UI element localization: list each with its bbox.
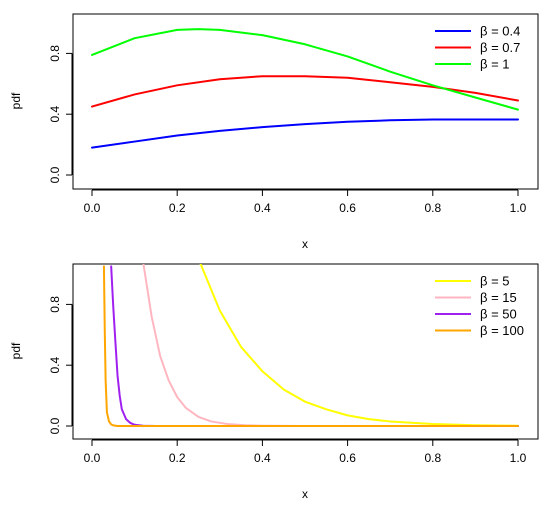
series-line-2 (142, 264, 519, 427)
legend-label: β = 15 (480, 290, 517, 305)
x-tick-label: 0.8 (424, 451, 441, 465)
series-line-1 (91, 118, 519, 149)
y-tick-label: 0.0 (48, 417, 62, 434)
x-tick-label: 0.8 (424, 201, 441, 215)
y-axis-title: pdf (9, 92, 23, 109)
series-line-3 (91, 28, 519, 111)
bottom-chart-panel: 0.0 0.2 0.4 0.6 0.8 1.00.00.40.8 x pdf β = 5β… (9, 263, 539, 501)
legend-label: β = 5 (480, 274, 510, 289)
y-tick-label: 0.8 (48, 296, 62, 313)
y-tick-label: 0.8 (48, 45, 62, 62)
plot-frame (72, 13, 539, 190)
x-tick-label: 1.0 (510, 451, 527, 465)
x-axis-title: x (302, 487, 308, 501)
legend-label: β = 0.7 (480, 40, 520, 55)
legend-label: β = 0.4 (480, 24, 520, 39)
y-tick-label: 0.4 (48, 106, 62, 123)
legend: β = 0.4β = 0.7 β = 1 (435, 24, 520, 72)
x-tick-label: 0.6 (339, 201, 356, 215)
series-line-4 (102, 265, 519, 427)
x-tick-label: 0.4 (254, 451, 271, 465)
legend-label: β = 1 (480, 57, 510, 72)
y-tick-label: 0.0 (48, 166, 62, 183)
series-line-1 (199, 264, 519, 427)
series-line-3 (110, 265, 519, 427)
x-tick-label: 0.0 (84, 451, 101, 465)
y-axis-title: pdf (9, 342, 23, 359)
x-tick-label: 0.2 (169, 201, 186, 215)
legend-label: β = 100 (480, 323, 524, 338)
y-tick-label: 0.4 (48, 357, 62, 374)
legend-label: β = 50 (480, 307, 517, 322)
x-tick-label: 1.0 (510, 201, 527, 215)
x-tick-label: 0.6 (339, 451, 356, 465)
top-chart-panel: 0.0 0.2 0.4 0.6 0.8 1.0 0.0 0.4 0.8 x pdf β = 0.… (9, 13, 539, 251)
legend: β = 5β = 15 β = 50β = 100 (435, 274, 524, 338)
x-tick-label: 0.0 (84, 201, 101, 215)
x-tick-label: 0.4 (254, 201, 271, 215)
x-tick-label: 0.2 (169, 451, 186, 465)
x-axis-title: x (302, 237, 308, 251)
plot-frame (72, 263, 539, 440)
